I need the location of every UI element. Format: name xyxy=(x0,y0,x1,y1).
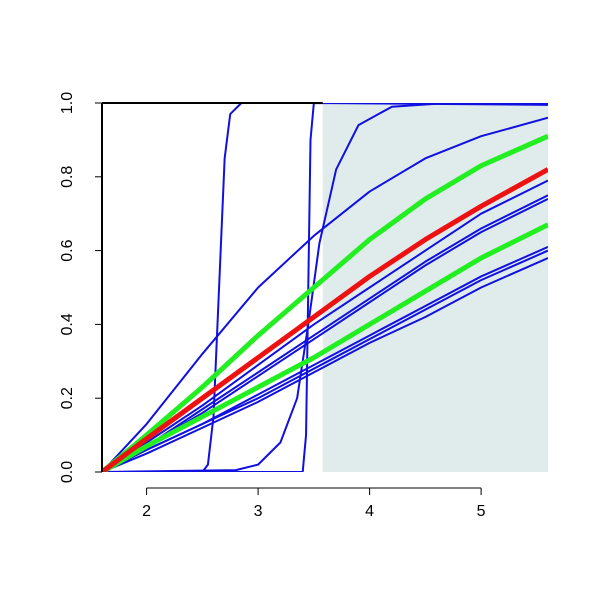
x-tick-label: 3 xyxy=(254,503,263,520)
y-tick-label: 0.0 xyxy=(59,461,76,483)
curve xyxy=(102,167,548,472)
x-tick-label: 5 xyxy=(477,503,486,520)
line-layer xyxy=(102,103,548,472)
y-tick-label: 0.6 xyxy=(59,239,76,261)
x-tick-label: 2 xyxy=(142,503,151,520)
y-tick-label: 0.8 xyxy=(59,166,76,188)
curve xyxy=(102,257,548,472)
curve xyxy=(102,103,548,472)
y-tick-label: 0.4 xyxy=(59,313,76,335)
curve xyxy=(102,103,548,472)
curve xyxy=(102,103,548,472)
y-tick-label: 0.2 xyxy=(59,387,76,409)
curve xyxy=(102,116,548,472)
curve xyxy=(102,222,548,472)
y-tick-label: 1.0 xyxy=(59,92,76,114)
curve xyxy=(102,133,548,472)
axis-layer: 0.0 0.2 0.4 0.6 0.8 1.0 2 3 4 5 xyxy=(59,92,485,520)
x-tick-label: 4 xyxy=(365,503,374,520)
curve xyxy=(102,179,548,472)
curve xyxy=(102,249,548,472)
